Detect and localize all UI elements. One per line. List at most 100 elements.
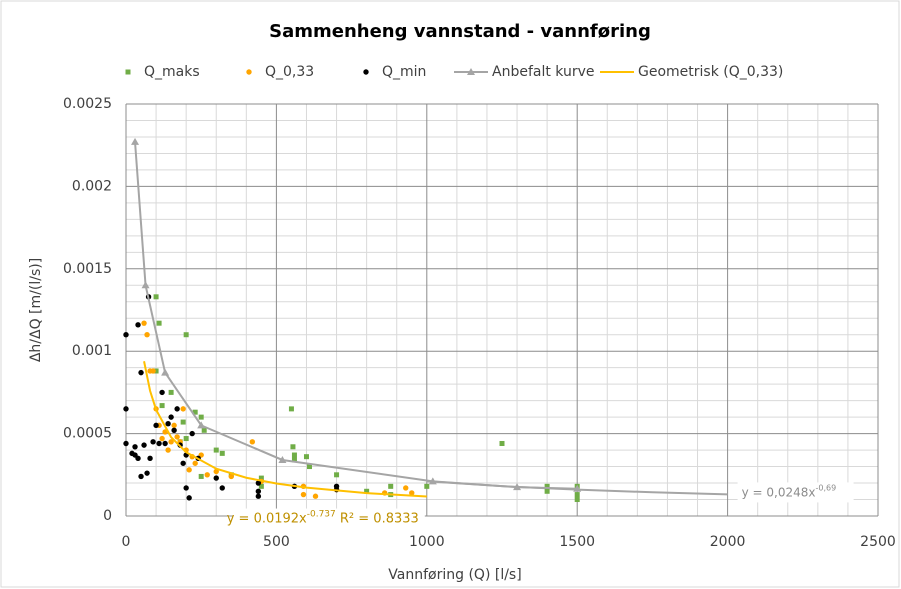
point [198, 414, 204, 420]
y-tick-label: 0.002 [72, 178, 112, 194]
point [574, 492, 580, 498]
point [228, 473, 234, 480]
point [171, 422, 177, 429]
point [138, 473, 144, 480]
point [183, 485, 189, 491]
point [168, 389, 174, 395]
point [428, 477, 437, 485]
point [303, 454, 309, 460]
point [165, 421, 171, 427]
legend-label: Q_0,33 [265, 64, 314, 80]
point [159, 403, 165, 409]
trendline-equation: y = 0,0248x-0,69 [742, 483, 837, 499]
point [153, 294, 159, 300]
equation-box [232, 508, 425, 529]
point [255, 480, 262, 486]
point [180, 460, 186, 466]
point [334, 472, 340, 478]
chart-title: Sammenheng vannstand - vannføring [269, 21, 651, 42]
point [135, 322, 141, 328]
x-tick-label: 1500 [559, 534, 595, 550]
point [424, 483, 430, 489]
point [180, 406, 186, 412]
point [138, 369, 144, 376]
point [132, 444, 138, 450]
point [174, 434, 180, 440]
point [168, 439, 174, 445]
y-tick-label: 0 [103, 508, 112, 524]
point [156, 440, 162, 447]
point [219, 485, 225, 491]
point [189, 430, 195, 437]
legend-marker [246, 69, 252, 75]
point [159, 435, 165, 442]
point [174, 406, 180, 412]
point [249, 439, 256, 445]
legend-marker [363, 69, 369, 75]
x-tick-label: 1000 [409, 534, 445, 550]
point [213, 468, 219, 475]
legend-label: Q_min [382, 64, 426, 80]
point [499, 440, 505, 446]
point [403, 485, 409, 491]
legend-label: Q_maks [144, 64, 200, 80]
point [165, 447, 171, 453]
series-line [134, 141, 578, 490]
point [544, 488, 550, 494]
x-tick-label: 2500 [860, 534, 896, 550]
equation-exponent: -0.737 [307, 509, 336, 519]
point [288, 406, 294, 412]
point [129, 450, 135, 457]
y-tick-label: 0.001 [72, 343, 112, 359]
point [183, 436, 189, 442]
trendline-equation: y = 0.0192x-0.737 R² = 0.8333 [227, 509, 419, 526]
point [409, 490, 415, 496]
x-axis-label: Vannføring (Q) [l/s] [388, 567, 521, 583]
point [161, 368, 170, 376]
y-axis-label: Δh/ΔQ [m/(l/s)] [28, 258, 44, 362]
point [186, 495, 192, 501]
point [573, 484, 582, 492]
point [153, 422, 159, 429]
y-tick-label: 0.0025 [63, 96, 112, 112]
point [213, 447, 219, 453]
point [141, 281, 150, 289]
point [198, 473, 204, 479]
point [171, 427, 177, 434]
legend-marker [125, 69, 131, 75]
point [192, 460, 198, 466]
x-tick-label: 2000 [710, 534, 746, 550]
point [162, 440, 168, 447]
point [150, 439, 156, 445]
point [300, 491, 307, 498]
point [291, 457, 297, 463]
point [141, 320, 147, 326]
point [123, 440, 129, 447]
point [123, 406, 129, 412]
point [156, 320, 162, 326]
equation-box [737, 482, 854, 503]
point [141, 442, 147, 448]
point [513, 483, 522, 491]
point [312, 493, 319, 499]
equation-text: y = 0.0192x [227, 511, 307, 526]
point [213, 475, 219, 481]
equation-r2: R² = 0.8333 [336, 511, 419, 526]
point [135, 455, 141, 462]
point [150, 368, 156, 374]
equation-text: y = 0,0248x [742, 485, 816, 499]
legend-label: Anbefalt kurve [492, 64, 595, 80]
legend-marker [467, 68, 475, 75]
y-tick-label: 0.0015 [63, 261, 112, 277]
point [219, 450, 225, 456]
point [123, 332, 129, 338]
point [153, 368, 159, 374]
point [388, 483, 394, 489]
point [258, 483, 264, 489]
point [255, 493, 262, 499]
series-line [143, 361, 427, 498]
point [364, 488, 370, 494]
legend-label: Geometrisk (Q_0,33) [638, 64, 783, 80]
point [131, 137, 140, 145]
